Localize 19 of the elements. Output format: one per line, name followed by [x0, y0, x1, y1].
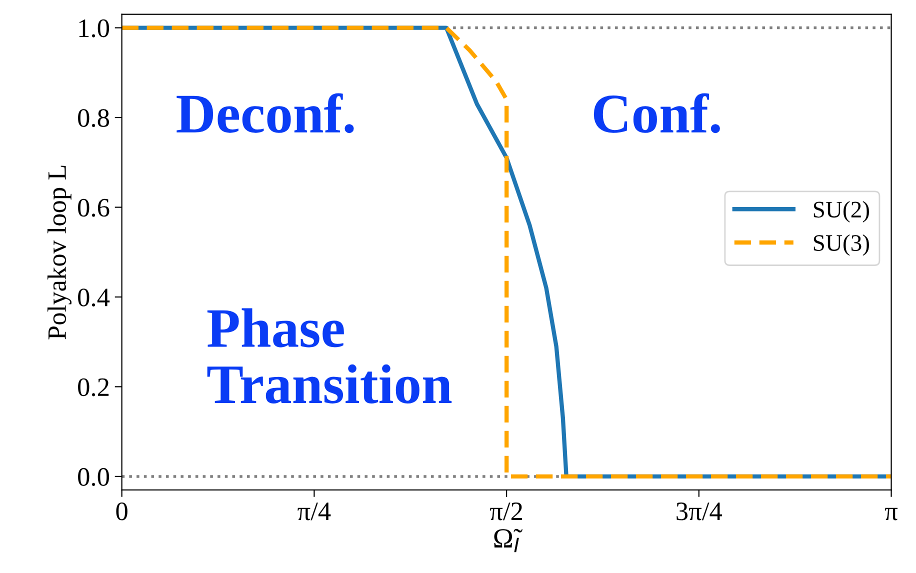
y-tick-label: 0.2: [78, 378, 109, 396]
y-tick-label: 0.4: [78, 288, 110, 307]
x-tick-label: π/4: [298, 502, 331, 520]
annotation: Deconf.: [176, 93, 354, 134]
y-tick-label: 0.8: [78, 109, 110, 128]
x-tick-label: 3π/4: [676, 502, 722, 520]
legend-label: SU(3): [814, 234, 869, 256]
x-axis-title: Ω̃$_{I}$: [494, 528, 522, 552]
legend-label: SU(2): [814, 201, 869, 222]
x-tick-label: π: [884, 508, 898, 520]
annotation: Phase Transition: [207, 308, 452, 404]
x-tick-label: 0: [116, 502, 128, 520]
annotation: Conf.: [594, 93, 720, 134]
y-tick-label: 0.6: [78, 198, 110, 217]
line-series: [122, 26, 892, 479]
y-tick-label: 0.0: [78, 468, 110, 486]
x-tick-label: π/2: [490, 502, 522, 520]
y-tick-label: 1.0: [79, 19, 110, 38]
y-axis-title: Polyakov loop L: [47, 166, 72, 340]
